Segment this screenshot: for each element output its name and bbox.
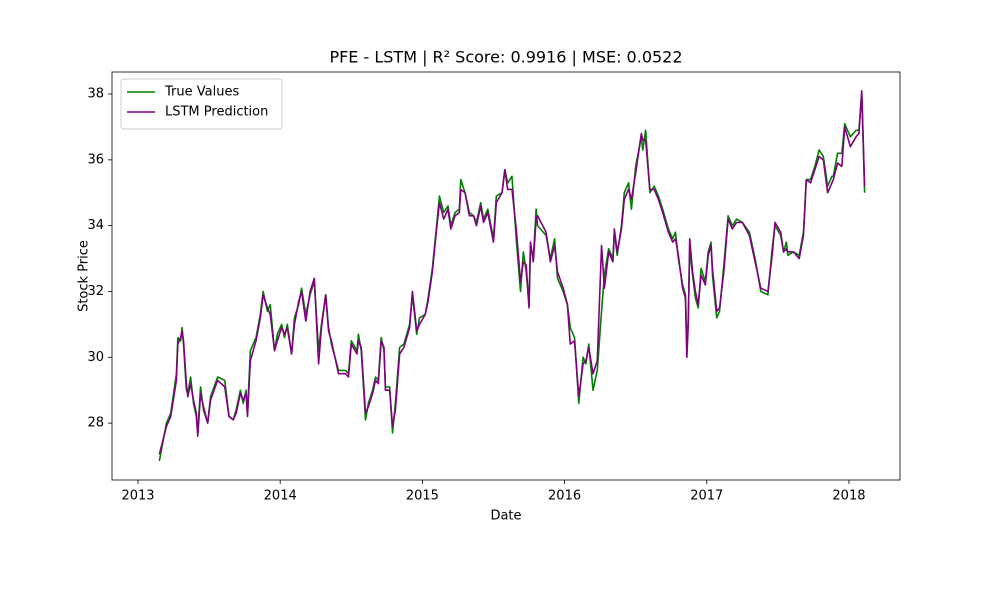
y-tick-label: 36 [87,152,104,167]
legend-box [120,78,283,130]
x-axis-label: Date [490,509,521,524]
x-tick-label: 2013 [121,489,154,504]
y-tick-label: 32 [87,284,104,299]
x-tick-label: 2015 [406,489,439,504]
plot-frame [111,71,901,481]
x-tick-label: 2016 [548,489,581,504]
y-tick-label: 38 [87,87,104,102]
x-tick-label: 2017 [690,489,723,504]
x-tick-label: 2014 [264,489,297,504]
legend-label: LSTM Prediction [165,105,268,120]
legend: True Values LSTM Prediction [120,78,283,130]
y-tick-label: 28 [87,416,104,431]
y-axis-label: Stock Price [77,240,92,312]
x-tick-label: 2018 [832,489,865,504]
legend-label: True Values [164,85,239,100]
chart-title: PFE - LSTM | R² Score: 0.9916 | MSE: 0.0… [329,48,682,67]
line-series [158,89,866,455]
y-tick-label: 30 [87,350,104,365]
y-tick-label: 34 [87,218,104,233]
